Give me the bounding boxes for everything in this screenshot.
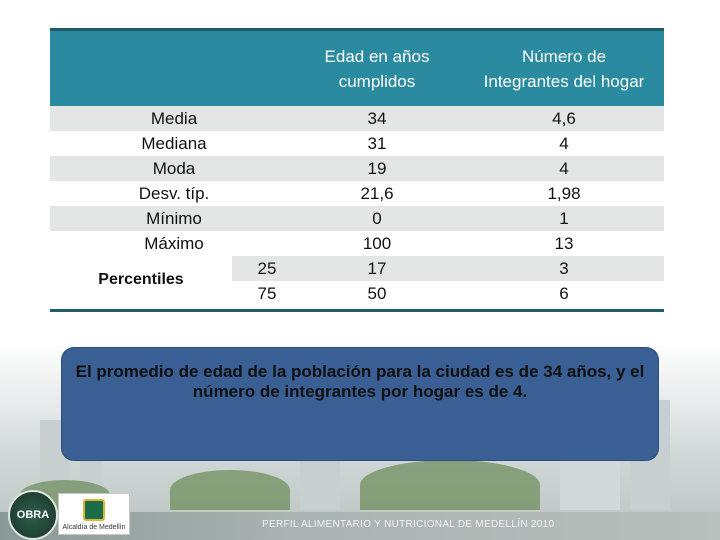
table-row: Desv. típ. 21,6 1,98 (50, 181, 664, 206)
row-household-value: 4 (559, 134, 569, 153)
row-label: Moda (152, 159, 196, 178)
percentiles-label: Percentiles (50, 255, 232, 305)
header-household: Número de Integrantes del hogar (464, 31, 664, 106)
row-age-value: 21,6 (360, 184, 394, 203)
row-age-value: 50 (367, 284, 387, 303)
header-household-line2: Integrantes del hogar (483, 71, 645, 91)
table-row: Media 34 4,6 (50, 106, 664, 131)
row-age-value: 17 (367, 259, 387, 278)
row-age-value: 19 (367, 159, 387, 178)
footer-title: PERFIL ALIMENTARIO Y NUTRICIONAL DE MEDE… (262, 519, 555, 530)
row-age-value: 100 (362, 234, 392, 253)
row-label: Desv. típ. (138, 184, 210, 203)
logo-badge-text: OBRA (16, 509, 50, 521)
row-household-value: 4 (559, 159, 569, 178)
row-age-value: 34 (367, 109, 387, 128)
row-age-value: 0 (372, 209, 382, 228)
row-label: Máximo (144, 234, 204, 253)
row-household-value: 1 (559, 209, 569, 228)
row-age-value: 31 (367, 134, 387, 153)
table-row: Moda 19 4 (50, 156, 664, 181)
header-age-line1: Edad en años (324, 46, 430, 66)
percentile-value: 75 (257, 284, 277, 303)
summary-callout: El promedio de edad de la población para… (62, 348, 658, 460)
table-row: Mínimo 0 1 (50, 206, 664, 231)
alcaldia-logo-text: Alcaldía de Medellín (62, 524, 126, 531)
row-household-value: 3 (559, 259, 569, 278)
row-household-value: 13 (554, 234, 574, 253)
table-row: Mediana 31 4 (50, 131, 664, 156)
medellin-obra-logo: OBRA (8, 490, 58, 540)
table-header: Edad en años cumplidos Número de Integra… (50, 31, 664, 106)
percentile-value: 25 (257, 259, 277, 278)
table-row: Máximo 100 13 (50, 231, 664, 256)
alcaldia-logo: Alcaldía de Medellín (58, 493, 130, 535)
row-label: Mínimo (146, 209, 202, 228)
row-label: Media (150, 109, 198, 128)
header-age-line2: cumplidos (338, 71, 416, 91)
row-household-value: 4,6 (552, 109, 576, 128)
row-household-value: 6 (559, 284, 569, 303)
statistics-table: Edad en años cumplidos Número de Integra… (50, 28, 664, 312)
summary-text: El promedio de edad de la población para… (75, 362, 645, 401)
header-household-line1: Número de (521, 46, 607, 66)
row-household-value: 1,98 (547, 184, 581, 203)
row-label: Mediana (141, 134, 207, 153)
header-age: Edad en años cumplidos (302, 31, 452, 106)
crest-icon (83, 499, 105, 521)
